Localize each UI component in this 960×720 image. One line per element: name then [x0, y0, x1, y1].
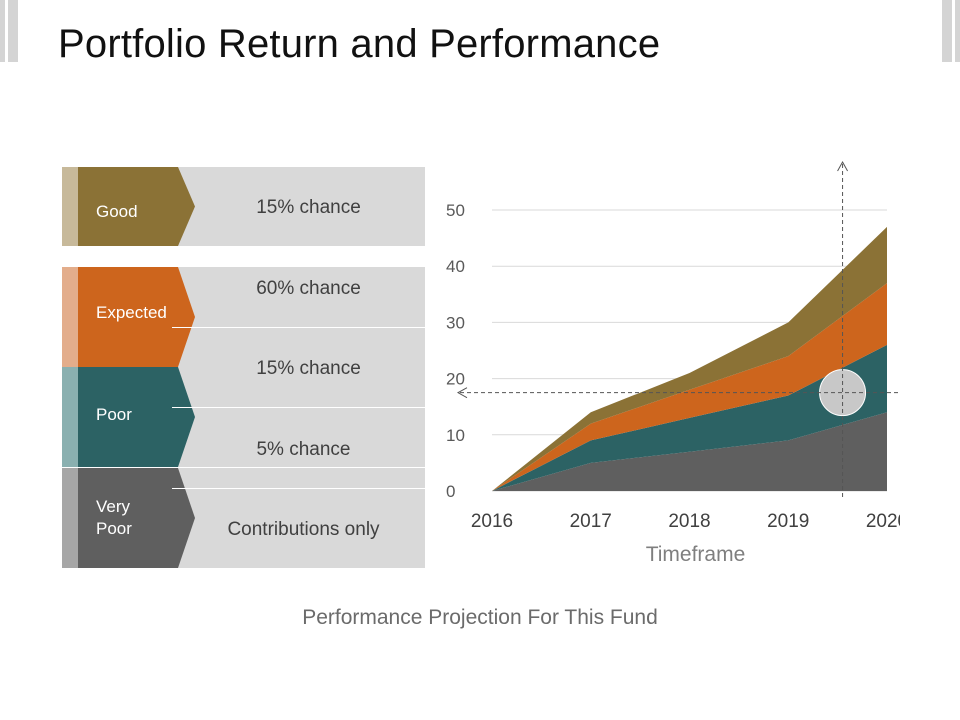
performance-chart: 0 10 20 30 40 50 2016 2017 2018 2019 2020 Timefra…: [446, 160, 900, 566]
scenario-stripe: [62, 367, 78, 467]
chart-annotations: [456, 160, 899, 497]
chart-areas: [492, 226, 887, 491]
scenario-arrow: [78, 167, 195, 246]
scenario-label: Very Poor: [96, 497, 132, 538]
scenario-stripe: [62, 468, 78, 568]
row-divider: [172, 488, 425, 489]
scenario-row-very-poor: Very Poor Contributions only: [62, 468, 425, 568]
chart-caption: Performance Projection For This Fund: [302, 606, 658, 629]
scenario-row-poor: Poor 15% chance 5% chance: [62, 358, 425, 467]
slide-edge-left: [0, 0, 18, 62]
x-tick-label: 2018: [668, 511, 710, 532]
scenario-label: Good: [96, 202, 138, 221]
slide-edge-right: [942, 0, 960, 62]
y-tick-label: 0: [446, 482, 455, 501]
y-tick-label: 30: [446, 313, 465, 332]
area-series-very-poor: [492, 412, 887, 491]
x-axis-label: Timeframe: [646, 543, 746, 566]
scenario-arrow: [78, 367, 195, 467]
y-tick-label: 40: [446, 257, 465, 276]
x-tick-label: 2017: [570, 511, 612, 532]
scenario-arrow: [78, 468, 195, 568]
row-divider: [172, 327, 425, 328]
scenario-label: Expected: [96, 303, 167, 322]
scenario-stripe: [62, 167, 78, 246]
scenario-arrow: [78, 267, 195, 367]
scenario-chance: 15% chance: [256, 358, 361, 379]
y-tick-label: 50: [446, 201, 465, 220]
area-series-poor: [492, 344, 887, 491]
scenario-table: Good 15% chance Expected 60% chance Poor…: [62, 167, 425, 568]
x-tick-label: 2019: [767, 511, 809, 532]
arrowhead-up: [837, 160, 849, 172]
y-tick-label: 10: [446, 426, 465, 445]
scenario-row-good: Good 15% chance: [62, 167, 425, 246]
y-tick-label: 20: [446, 370, 465, 389]
scenario-chance: 5% chance: [256, 439, 351, 460]
x-tick-labels: 2016 2017 2018 2019 2020: [471, 511, 900, 532]
y-tick-labels: 0 10 20 30 40 50: [446, 201, 465, 501]
area-series-expected: [492, 283, 887, 491]
arrowhead-left: [456, 387, 468, 399]
scenario-row-expected: Expected 60% chance: [62, 267, 425, 367]
x-tick-label: 2016: [471, 511, 513, 532]
x-tick-label: 2020: [866, 511, 900, 532]
row-divider: [172, 407, 425, 408]
scenario-label: Poor: [96, 405, 132, 424]
slide-title: Portfolio Return and Performance: [58, 22, 661, 66]
scenario-chance: Contributions only: [227, 519, 380, 540]
scenario-stripe: [62, 267, 78, 367]
row-divider: [172, 246, 425, 249]
scenario-chance: 15% chance: [256, 197, 361, 218]
scenario-chance: 60% chance: [256, 278, 361, 299]
